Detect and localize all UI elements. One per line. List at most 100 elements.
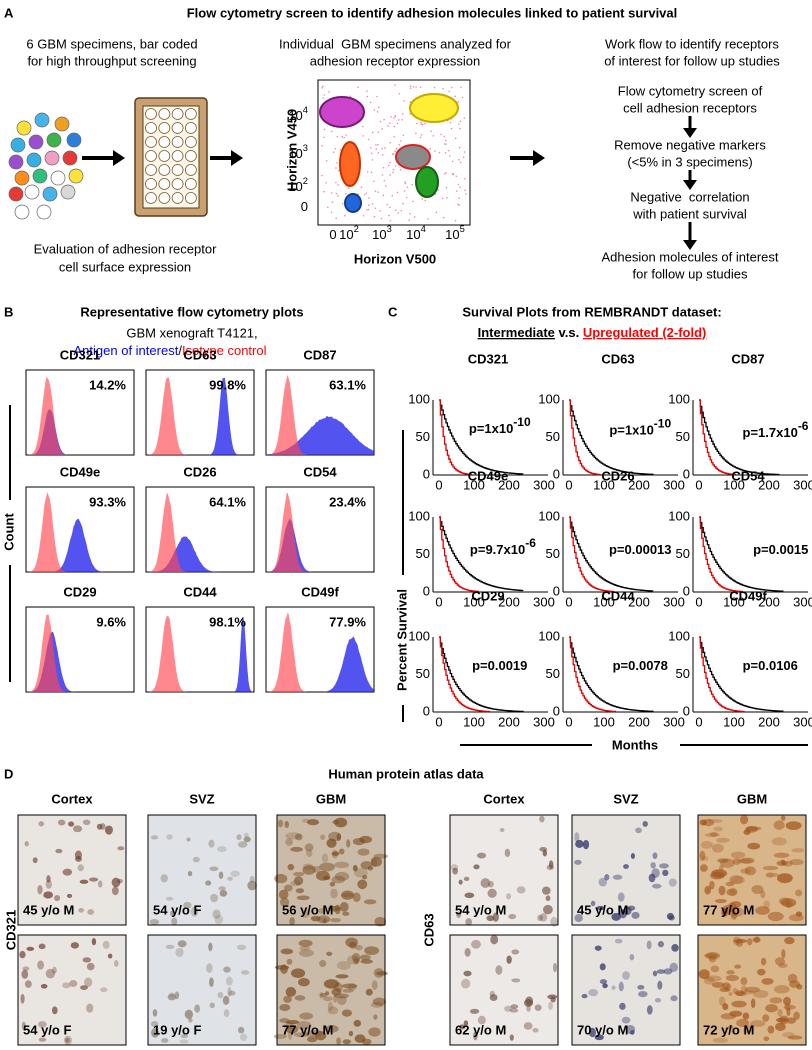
cell bbox=[718, 885, 726, 896]
event-dot bbox=[409, 85, 412, 87]
cell bbox=[750, 998, 756, 1009]
cell bbox=[247, 880, 257, 891]
plot-title: CD29 bbox=[471, 588, 504, 603]
cell bbox=[548, 860, 554, 869]
cell bbox=[710, 965, 720, 973]
cell bbox=[700, 841, 713, 849]
cell bbox=[45, 968, 56, 979]
cell bbox=[285, 1025, 298, 1034]
event-dot bbox=[401, 113, 404, 115]
cell bbox=[368, 1027, 381, 1037]
cell bbox=[523, 1022, 533, 1030]
cell bbox=[21, 1021, 26, 1031]
plate-well bbox=[171, 192, 184, 204]
cell bbox=[489, 994, 498, 1001]
cell bbox=[241, 970, 250, 975]
plate-well bbox=[145, 150, 157, 162]
plot-title: CD63 bbox=[183, 347, 216, 362]
y-tick-label-base: 0 bbox=[301, 199, 308, 214]
cell bbox=[335, 974, 349, 979]
x-tick-label: 200 bbox=[758, 594, 780, 609]
event-dot bbox=[347, 187, 350, 189]
x-tick-label: 100 bbox=[463, 477, 485, 492]
cell bbox=[719, 864, 724, 871]
cell bbox=[336, 833, 342, 842]
cell bbox=[575, 839, 584, 848]
cell bbox=[793, 1011, 800, 1020]
x-tick-label-exp: 5 bbox=[460, 224, 465, 234]
cell bbox=[210, 893, 219, 903]
cell bbox=[194, 1004, 201, 1013]
histogram bbox=[266, 492, 374, 572]
cell bbox=[78, 907, 85, 913]
event-dot bbox=[446, 196, 448, 199]
percent-positive: 77.9% bbox=[329, 614, 366, 629]
cell bbox=[548, 1001, 553, 1010]
tissue-image bbox=[450, 815, 558, 925]
specimen-dot bbox=[8, 186, 24, 202]
axis-title: Percent Survival bbox=[394, 589, 409, 691]
cell bbox=[84, 977, 93, 988]
panel-letter: B bbox=[4, 304, 13, 319]
cell bbox=[783, 1004, 796, 1010]
event-dot bbox=[405, 196, 408, 199]
cell bbox=[473, 1031, 478, 1041]
cell bbox=[80, 985, 88, 990]
row-label: CD63 bbox=[421, 913, 436, 946]
cell bbox=[704, 953, 719, 959]
cell bbox=[712, 1037, 729, 1043]
plate-well bbox=[184, 178, 197, 190]
plate-well bbox=[145, 178, 157, 190]
event-dot bbox=[454, 219, 457, 222]
x-tick-label: 300 bbox=[793, 594, 812, 609]
event-dot bbox=[371, 203, 374, 205]
event-dot bbox=[335, 192, 338, 195]
x-tick-label: 100 bbox=[723, 594, 745, 609]
y-tick-label-exp: 2 bbox=[303, 176, 308, 186]
cell bbox=[294, 995, 306, 1001]
cell bbox=[728, 991, 733, 997]
plot-title: CD87 bbox=[303, 347, 336, 362]
cell bbox=[32, 857, 38, 864]
cell bbox=[37, 884, 43, 895]
cell bbox=[617, 892, 625, 902]
cell bbox=[187, 871, 193, 877]
cell bbox=[217, 991, 224, 999]
x-tick-label: 200 bbox=[498, 594, 520, 609]
cell bbox=[727, 902, 737, 910]
x-tick-label: 104 bbox=[406, 224, 426, 242]
p-value-exp: -10 bbox=[654, 417, 672, 431]
cell bbox=[532, 1027, 539, 1033]
cell bbox=[730, 911, 738, 920]
panel-title: Representative flow cytometry plots bbox=[80, 304, 303, 319]
histogram bbox=[266, 636, 374, 692]
event-dot bbox=[344, 214, 346, 217]
cell bbox=[208, 942, 213, 952]
cell bbox=[588, 988, 599, 997]
cell bbox=[637, 984, 645, 990]
cell bbox=[150, 1021, 159, 1028]
image-frame bbox=[449, 934, 559, 1046]
cell bbox=[745, 826, 762, 831]
image-frame bbox=[17, 934, 127, 1046]
cell bbox=[487, 888, 497, 898]
specimen-dot bbox=[34, 112, 50, 128]
event-dot bbox=[341, 135, 344, 138]
cell bbox=[57, 819, 66, 826]
cell bbox=[740, 857, 755, 864]
y-tick-label: 0 bbox=[301, 199, 308, 214]
image-caption: 62 y/o M bbox=[455, 1022, 506, 1037]
event-dot bbox=[321, 86, 323, 89]
cell bbox=[781, 949, 786, 959]
image-frame bbox=[147, 814, 257, 926]
cell bbox=[743, 1027, 749, 1035]
y-tick-label-exp: 4 bbox=[303, 105, 308, 115]
cell bbox=[621, 1016, 631, 1024]
event-dot bbox=[403, 190, 406, 192]
event-dot bbox=[454, 137, 457, 140]
plate-well bbox=[145, 108, 157, 120]
workflow-step: Flow cytometry screen of bbox=[618, 83, 763, 98]
event-dot bbox=[399, 168, 402, 171]
y-tick-label: 50 bbox=[416, 666, 430, 681]
specimen-dot bbox=[14, 204, 30, 220]
